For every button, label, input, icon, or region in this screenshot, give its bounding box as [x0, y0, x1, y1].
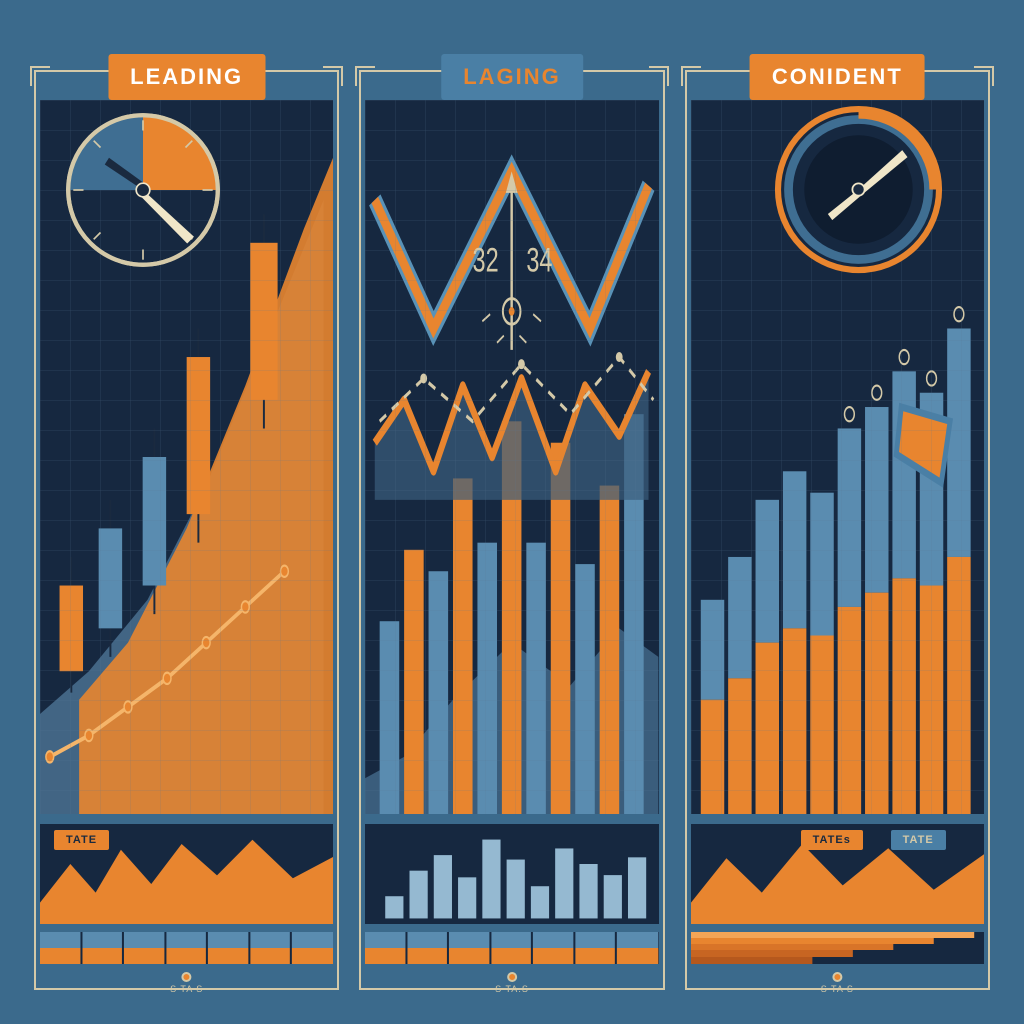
leading-strip	[40, 932, 333, 964]
clock-icon	[771, 102, 946, 277]
conident-strip	[691, 932, 984, 964]
laging-main-chart: 32 34	[365, 100, 658, 814]
panel-header-conident: CONIDENT	[750, 54, 925, 100]
sub-badge-tate: TATE	[54, 830, 109, 850]
panel-header-laging: LAGING	[441, 54, 583, 100]
footer-marker: S TA.S	[495, 972, 529, 994]
dot-icon	[507, 972, 517, 982]
gauge-icon	[58, 105, 228, 275]
footer-marker: S TA S	[821, 972, 854, 994]
sub-badge-tate2: TATE	[891, 830, 946, 850]
panel-conident: CONIDENT	[681, 30, 994, 994]
conident-sub-chart: TATEs TATE	[691, 824, 984, 924]
panel-header-leading: LEADING	[108, 54, 265, 100]
panel-leading: LEADING	[30, 30, 343, 994]
footer-marker: S TA S	[170, 972, 203, 994]
laging-sub-chart	[365, 824, 658, 924]
conident-main-chart	[691, 100, 984, 814]
leading-main-chart	[40, 100, 333, 814]
leading-sub-chart: TATE	[40, 824, 333, 924]
panel-laging: LAGING	[355, 30, 668, 994]
dot-icon	[182, 972, 192, 982]
dot-icon	[832, 972, 842, 982]
sub-badge-tates: TATEs	[801, 830, 863, 850]
laging-strip	[365, 932, 658, 964]
dashboard-canvas: LEADING	[30, 30, 994, 994]
